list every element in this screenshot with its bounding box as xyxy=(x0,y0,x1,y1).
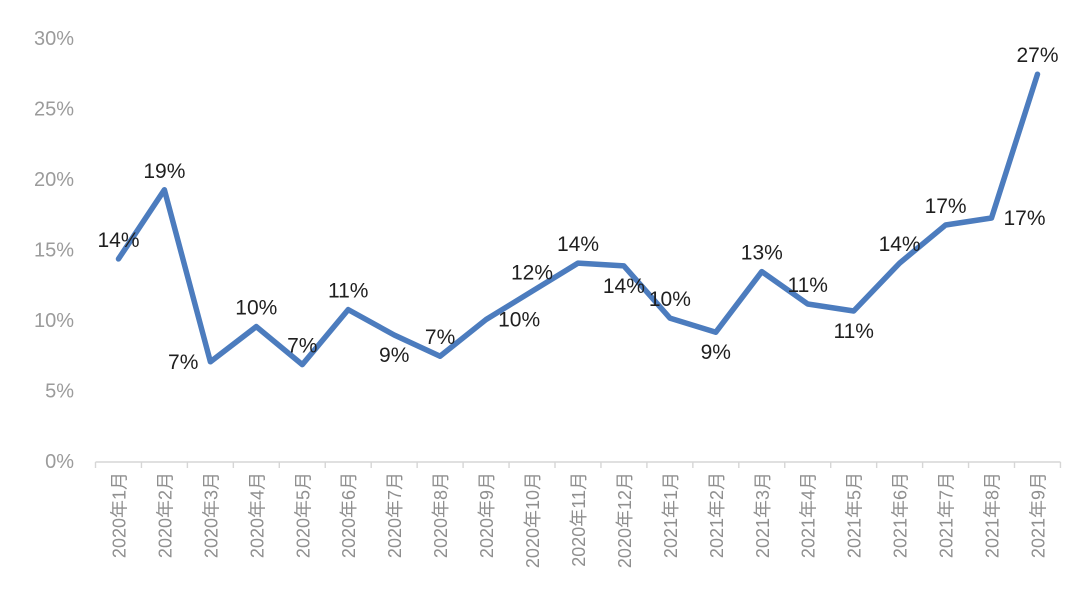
x-tick-label: 2020年4月 xyxy=(247,472,267,558)
data-point-label: 17% xyxy=(925,195,967,218)
data-point-label: 14% xyxy=(603,275,645,298)
data-point-label: 11% xyxy=(787,274,827,297)
y-tick-label: 10% xyxy=(34,310,74,332)
x-tick-label: 2021年8月 xyxy=(983,472,1003,558)
y-tick-label: 5% xyxy=(45,381,74,403)
data-point-label: 9% xyxy=(379,344,409,367)
data-point-label: 13% xyxy=(741,242,783,265)
data-point-label: 10% xyxy=(649,288,691,311)
data-point-label: 17% xyxy=(1004,207,1046,230)
data-point-label: 10% xyxy=(235,297,277,320)
x-tick-label: 2020年8月 xyxy=(431,472,451,558)
x-tick-label: 2020年3月 xyxy=(201,472,221,558)
x-tick-label: 2020年6月 xyxy=(339,472,359,558)
x-tick-label: 2020年9月 xyxy=(477,472,497,558)
data-point-label: 14% xyxy=(557,233,599,256)
x-tick-label: 2021年7月 xyxy=(937,472,957,558)
y-tick-label: 30% xyxy=(34,28,74,50)
x-tick-label: 2021年4月 xyxy=(799,472,819,558)
data-point-label: 11% xyxy=(833,320,873,343)
series-line xyxy=(115,71,1041,368)
x-tick-label: 2021年6月 xyxy=(891,472,911,558)
x-tick-label: 2021年3月 xyxy=(753,472,773,558)
x-tick-label: 2020年7月 xyxy=(385,472,405,558)
data-point-label: 7% xyxy=(425,326,455,349)
x-tick-label: 2021年5月 xyxy=(845,472,865,558)
y-tick-label: 0% xyxy=(45,451,74,473)
data-point-label: 14% xyxy=(97,229,139,252)
data-point-label: 7% xyxy=(168,351,198,374)
y-tick-label: 20% xyxy=(34,169,74,191)
x-tick-label: 2020年1月 xyxy=(109,472,129,558)
data-point-label: 14% xyxy=(879,233,921,256)
data-point-label: 7% xyxy=(287,335,317,358)
x-tick-label: 2021年2月 xyxy=(707,472,727,558)
y-tick-label: 15% xyxy=(34,240,74,262)
data-point-label: 9% xyxy=(701,341,731,364)
y-tick-label: 25% xyxy=(34,99,74,121)
x-tick-label: 2021年1月 xyxy=(661,472,681,558)
x-tick-label: 2020年2月 xyxy=(155,472,175,558)
data-point-label: 27% xyxy=(1016,44,1058,67)
data-point-label: 10% xyxy=(498,309,540,332)
x-tick-label: 2020年12月 xyxy=(615,472,635,568)
data-point-label: 11% xyxy=(328,280,368,303)
x-tick-label: 2020年11月 xyxy=(569,472,589,567)
x-tick-label: 2021年9月 xyxy=(1028,472,1048,558)
data-point-label: 19% xyxy=(143,160,185,183)
data-point-label: 12% xyxy=(511,261,553,284)
x-tick-label: 2020年10月 xyxy=(523,472,543,568)
x-tick-label: 2020年5月 xyxy=(293,472,313,558)
